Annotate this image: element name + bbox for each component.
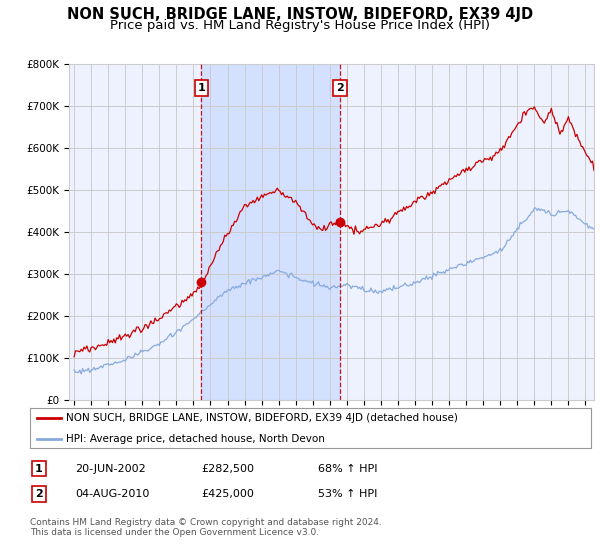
Text: £425,000: £425,000 [201, 489, 254, 499]
Text: £282,500: £282,500 [201, 464, 254, 474]
Text: 68% ↑ HPI: 68% ↑ HPI [318, 464, 377, 474]
Text: NON SUCH, BRIDGE LANE, INSTOW, BIDEFORD, EX39 4JD: NON SUCH, BRIDGE LANE, INSTOW, BIDEFORD,… [67, 7, 533, 22]
Text: 20-JUN-2002: 20-JUN-2002 [75, 464, 146, 474]
Text: NON SUCH, BRIDGE LANE, INSTOW, BIDEFORD, EX39 4JD (detached house): NON SUCH, BRIDGE LANE, INSTOW, BIDEFORD,… [67, 413, 458, 423]
Text: 2: 2 [336, 83, 344, 93]
Text: Price paid vs. HM Land Registry's House Price Index (HPI): Price paid vs. HM Land Registry's House … [110, 19, 490, 32]
Bar [202, 64, 340, 400]
Text: 04-AUG-2010: 04-AUG-2010 [75, 489, 149, 499]
Text: 1: 1 [35, 464, 43, 474]
Text: 2: 2 [35, 489, 43, 499]
Text: 1: 1 [197, 83, 205, 93]
Text: Contains HM Land Registry data © Crown copyright and database right 2024.
This d: Contains HM Land Registry data © Crown c… [30, 518, 382, 538]
Text: HPI: Average price, detached house, North Devon: HPI: Average price, detached house, Nort… [67, 434, 325, 444]
Text: 53% ↑ HPI: 53% ↑ HPI [318, 489, 377, 499]
